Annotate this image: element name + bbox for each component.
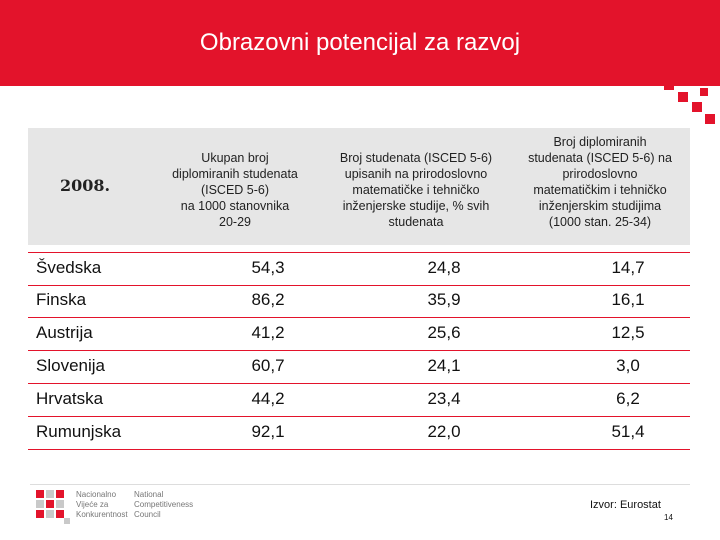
country-cell: Švedska [36,258,102,277]
ncc-logo-icon [36,490,70,524]
decorative-square [692,102,702,112]
header-line: studenata [388,215,444,229]
country-cell: Finska [36,290,87,309]
value-cell: 24,8 [427,258,461,277]
value-cell: 12,5 [611,323,645,342]
value-cell: 86,2 [251,290,285,309]
header-line: inženjerske studije, % svih [342,199,490,213]
decorative-square [678,92,688,102]
logo-line: National [134,490,164,499]
header-line: inženjerskim studijima [538,199,662,213]
logo-line: Vijeće za [76,500,109,509]
table-row: Austrija 41,2 25,6 12,5 [28,318,690,351]
header-line: diplomiranih studenata [172,167,298,181]
table-row: Rumunjska 92,1 22,0 51,4 [28,417,690,450]
table-row: Finska 86,2 35,9 16,1 [28,285,690,318]
country-cell: Hrvatska [36,389,104,408]
value-cell: 6,2 [616,389,640,408]
value-cell: 22,0 [427,422,461,441]
decorative-square [684,74,692,82]
header-line: studenata (ISCED 5-6) na [528,151,672,165]
logo-text-hr: Nacionalno Vijeće za Konkurentnost [76,490,128,520]
header-line: upisanih na prirodoslovno [344,167,488,181]
value-cell: 51,4 [611,422,645,441]
country-cell: Austrija [36,323,93,342]
value-cell: 92,1 [251,422,285,441]
value-cell: 35,9 [427,290,461,309]
header-line: Ukupan broj [201,151,269,165]
value-cell: 41,2 [251,323,285,342]
footer-divider [30,484,690,485]
value-cell: 14,7 [611,258,645,277]
logo-text-en: National Competitiveness Council [134,490,193,520]
value-cell: 54,3 [251,258,285,277]
column-header-3: Broj diplomiranih studenata (ISCED 5-6) … [512,134,688,230]
value-cell: 25,6 [427,323,461,342]
value-cell: 3,0 [616,356,640,375]
table-header-area [28,128,690,245]
value-cell: 23,4 [427,389,461,408]
decorative-square [705,114,715,124]
logo-line: Competitiveness [134,500,194,509]
header-bar [0,0,720,86]
value-cell: 16,1 [611,290,645,309]
column-header-1: Ukupan broj diplomiranih studenata (ISCE… [150,150,320,230]
table-row: Slovenija 60,7 24,1 3,0 [28,351,690,384]
year-label: 2008. [59,176,111,195]
header-line: matematičke i tehničko [352,183,480,197]
country-cell: Rumunjska [36,422,122,441]
page-number: 14 [664,513,673,522]
value-cell: 44,2 [251,389,285,408]
header-line: 20-29 [219,215,251,229]
logo-line: Nacionalno [76,490,117,499]
table-row: Hrvatska 44,2 23,4 6,2 [28,384,690,417]
page-title: Obrazovni potencijal za razvoj [199,29,521,56]
header-line: (1000 stan. 25-34) [548,215,652,229]
table-row: Švedska 54,3 24,8 14,7 [28,252,690,286]
header-line: (ISCED 5-6) [200,183,270,197]
header-line: na 1000 stanovnika [180,199,290,213]
column-header-2: Broj studenata (ISCED 5-6) upisanih na p… [324,150,508,230]
header-line: matematičkim i tehničko [533,183,667,197]
logo-line: Konkurentnost [76,510,128,519]
value-cell: 60,7 [251,356,285,375]
logo-line: Council [134,510,161,519]
country-cell: Slovenija [36,356,105,375]
decorative-square [700,88,708,96]
source-note: Izvor: Eurostat [590,499,661,511]
decorative-square [664,80,674,90]
header-line: Broj studenata (ISCED 5-6) [339,151,493,165]
header-line: Broj diplomiranih [553,135,647,149]
value-cell: 24,1 [427,356,461,375]
header-line: prirodoslovno [562,167,638,181]
